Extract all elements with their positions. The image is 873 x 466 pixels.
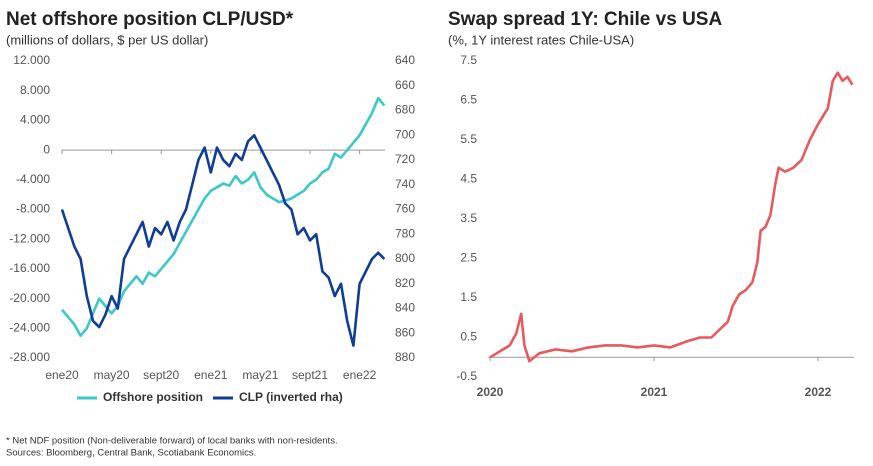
y-tick-label: 4.5 <box>460 172 477 186</box>
chart-title: Net offshore position CLP/USD* <box>6 9 294 30</box>
footnote: * Net NDF position (Non-deliverable forw… <box>6 436 338 447</box>
y2-tick-label: 800 <box>395 251 415 265</box>
x-tick-label: may20 <box>94 368 130 382</box>
x-tick-label: 2022 <box>805 385 832 399</box>
x-tick-label: sept21 <box>292 368 328 382</box>
x-tick-label: may21 <box>242 368 278 382</box>
chart-subtitle: (millions of dollars, $ per US dollar) <box>6 32 208 47</box>
y-tick-label: -4.000 <box>16 172 50 186</box>
footnote: Sources: Bloomberg, Central Bank, Scotia… <box>6 448 256 459</box>
y-tick-label: -24.000 <box>9 320 50 334</box>
legend-label: Offshore position <box>103 390 203 404</box>
x-tick-label: ene20 <box>45 368 79 382</box>
y-tick-label: -20.000 <box>9 291 50 305</box>
y-tick-label: 0 <box>43 142 50 156</box>
y-tick-label: 8.000 <box>20 83 50 97</box>
y2-tick-label: 860 <box>395 325 415 339</box>
y-tick-label: 6.5 <box>460 93 477 107</box>
y-tick-label: -0.5 <box>456 369 477 383</box>
y-tick-label: 0.5 <box>460 330 477 344</box>
y-tick-label: 3.5 <box>460 211 477 225</box>
y2-tick-label: 880 <box>395 350 415 364</box>
x-tick-label: sept20 <box>143 368 179 382</box>
y-tick-label: -12.000 <box>9 231 50 245</box>
y-tick-label: 5.5 <box>460 132 477 146</box>
y-tick-label: -8.000 <box>16 202 50 216</box>
y-tick-label: 4.000 <box>20 113 50 127</box>
x-tick-label: 2021 <box>641 385 668 399</box>
y-tick-label: 2.5 <box>460 251 477 265</box>
y2-tick-label: 780 <box>395 226 415 240</box>
y-tick-label: 7.5 <box>460 53 477 67</box>
y-tick-label: -16.000 <box>9 261 50 275</box>
line-series <box>60 96 386 337</box>
y2-tick-label: 680 <box>395 103 415 117</box>
y2-tick-label: 660 <box>395 78 415 92</box>
y2-tick-label: 740 <box>395 177 415 191</box>
y2-tick-label: 760 <box>395 202 415 216</box>
chart-title: Swap spread 1Y: Chile vs USA <box>448 9 722 30</box>
y-tick-label: -28.000 <box>9 350 50 364</box>
legend-label: CLP (inverted rha) <box>239 390 343 404</box>
x-tick-label: 2020 <box>477 385 504 399</box>
line-series <box>60 134 386 347</box>
line-series <box>489 71 854 363</box>
y-tick-label: 12.000 <box>13 53 50 67</box>
y2-tick-label: 840 <box>395 301 415 315</box>
y2-tick-label: 640 <box>395 53 415 67</box>
y2-tick-label: 700 <box>395 127 415 141</box>
y2-tick-label: 720 <box>395 152 415 166</box>
y2-tick-label: 820 <box>395 276 415 290</box>
chart-subtitle: (%, 1Y interest rates Chile-USA) <box>448 32 634 47</box>
y-tick-label: 1.5 <box>460 290 477 304</box>
x-tick-label: ene21 <box>194 368 228 382</box>
x-tick-label: ene22 <box>343 368 377 382</box>
